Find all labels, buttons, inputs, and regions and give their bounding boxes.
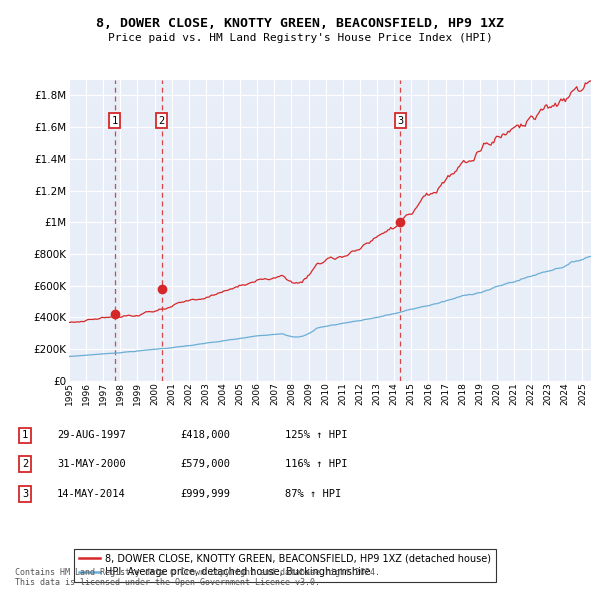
Text: 8, DOWER CLOSE, KNOTTY GREEN, BEACONSFIELD, HP9 1XZ: 8, DOWER CLOSE, KNOTTY GREEN, BEACONSFIE… [96,17,504,30]
Text: 3: 3 [397,116,404,126]
Text: 31-MAY-2000: 31-MAY-2000 [57,460,126,469]
Text: 1: 1 [112,116,118,126]
Text: 3: 3 [22,489,28,499]
Text: Price paid vs. HM Land Registry's House Price Index (HPI): Price paid vs. HM Land Registry's House … [107,33,493,43]
Text: £999,999: £999,999 [180,489,230,499]
Text: Contains HM Land Registry data © Crown copyright and database right 2024.
This d: Contains HM Land Registry data © Crown c… [15,568,380,587]
Text: 87% ↑ HPI: 87% ↑ HPI [285,489,341,499]
Text: £418,000: £418,000 [180,431,230,440]
Text: 1: 1 [22,431,28,440]
Text: £579,000: £579,000 [180,460,230,469]
Text: 2: 2 [158,116,165,126]
Text: 125% ↑ HPI: 125% ↑ HPI [285,431,347,440]
Legend: 8, DOWER CLOSE, KNOTTY GREEN, BEACONSFIELD, HP9 1XZ (detached house), HPI: Avera: 8, DOWER CLOSE, KNOTTY GREEN, BEACONSFIE… [74,549,496,582]
Text: 29-AUG-1997: 29-AUG-1997 [57,431,126,440]
Text: 2: 2 [22,460,28,469]
Text: 14-MAY-2014: 14-MAY-2014 [57,489,126,499]
Text: 116% ↑ HPI: 116% ↑ HPI [285,460,347,469]
